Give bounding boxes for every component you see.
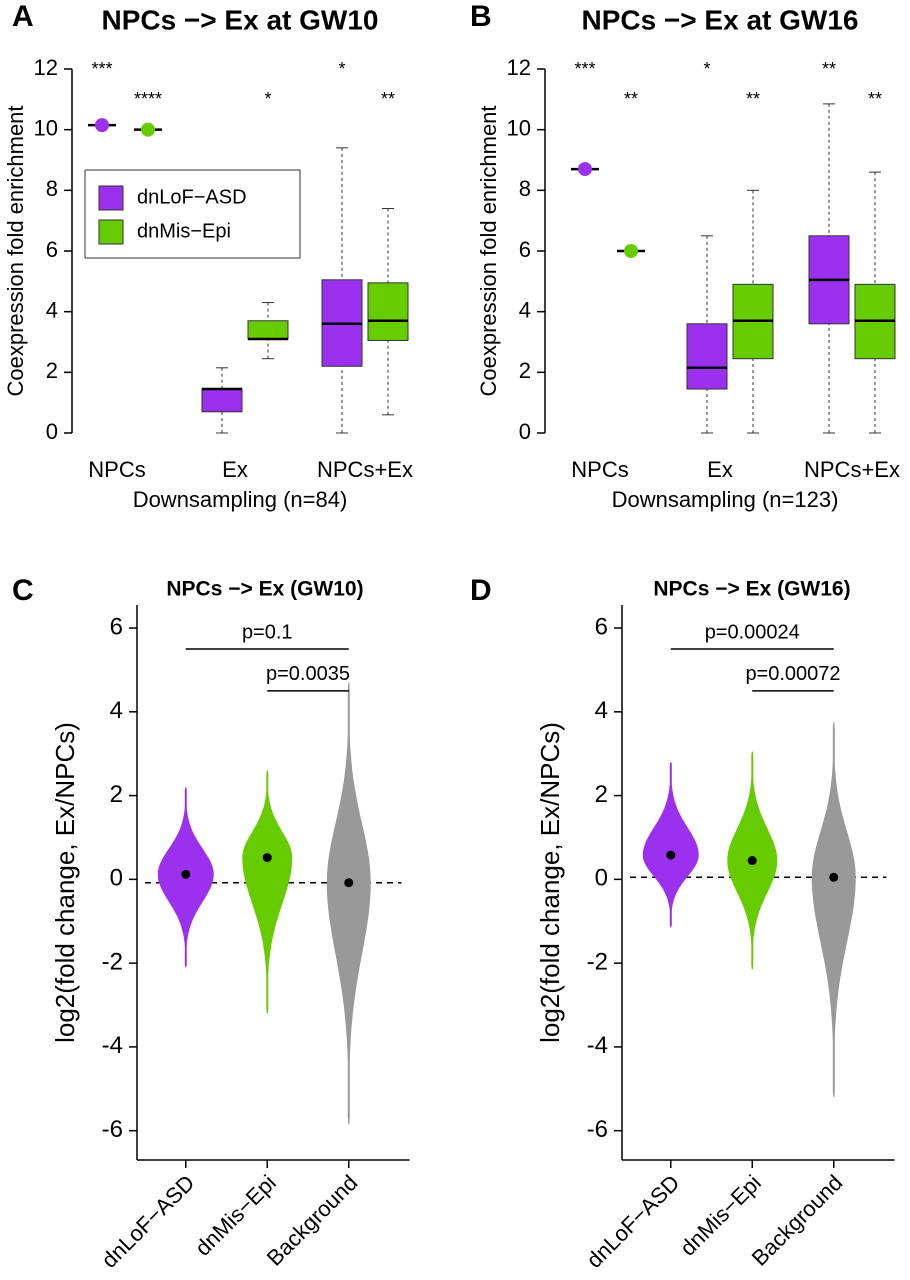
x-tick-label: Ex (222, 457, 248, 482)
y-tick-label: 6 (519, 237, 531, 262)
y-tick-label: 2 (46, 358, 58, 383)
y-tick-label: 4 (110, 697, 123, 724)
y-tick-label: 4 (595, 697, 608, 724)
p-value: p=0.00072 (745, 663, 840, 685)
panel-letter: D (470, 574, 492, 607)
chart-title: NPCs −> Ex at GW16 (581, 4, 858, 35)
panel-letter: A (12, 0, 34, 33)
y-tick-label: 4 (46, 297, 58, 322)
box (247, 320, 289, 340)
y-tick-label: 8 (519, 176, 531, 201)
box (201, 388, 243, 413)
y-tick-label: -2 (587, 948, 608, 975)
significance: *** (574, 59, 595, 79)
significance: * (703, 59, 710, 79)
mean-point (181, 869, 191, 879)
x-axis-label: Downsampling (n=123) (612, 487, 839, 512)
legend-swatch (98, 185, 124, 211)
mean-point (829, 872, 839, 882)
significance: **** (134, 89, 162, 109)
x-tick-label: NPCs+Ex (804, 457, 900, 482)
y-tick-label: 2 (519, 358, 531, 383)
panel-letter: C (12, 574, 34, 607)
mean-point (666, 850, 676, 860)
violin (642, 762, 699, 928)
chart-title: NPCs −> Ex (GW16) (653, 578, 850, 601)
y-tick-label: 12 (34, 55, 58, 80)
y-tick-label: 0 (46, 419, 58, 444)
y-axis-label: log2(fold change, Ex/NPCs) (535, 722, 565, 1043)
x-tick-label: NPCs (88, 457, 145, 482)
y-tick-label: -6 (102, 1116, 123, 1143)
significance: ** (868, 89, 882, 109)
y-tick-label: 12 (507, 55, 531, 80)
significance: ** (746, 89, 760, 109)
y-tick-label: -6 (587, 1116, 608, 1143)
mean-point (262, 853, 272, 863)
y-tick-label: 6 (595, 613, 608, 640)
x-tick-label: NPCs+Ex (317, 457, 413, 482)
y-tick-label: 0 (519, 419, 531, 444)
x-tick-label: Ex (707, 457, 733, 482)
x-tick-label: dnLoF−ASD (97, 1170, 200, 1273)
legend-label: dnLoF−ASD (137, 186, 247, 208)
y-tick-label: -2 (102, 948, 123, 975)
violin (811, 722, 856, 1098)
legend-label: dnMis−Epi (137, 220, 231, 242)
x-tick-label: NPCs (571, 457, 628, 482)
significance: * (264, 89, 271, 109)
significance: * (338, 59, 345, 79)
p-value: p=0.1 (242, 621, 293, 643)
mean-point (747, 856, 757, 866)
box (367, 282, 409, 341)
point (141, 122, 155, 137)
chart-title: NPCs −> Ex at GW10 (101, 4, 378, 35)
box (686, 323, 728, 390)
mean-point (344, 878, 354, 888)
y-tick-label: -4 (587, 1032, 608, 1059)
y-tick-label: 0 (595, 865, 608, 892)
violin (242, 770, 293, 1014)
y-tick-label: 6 (110, 613, 123, 640)
legend-swatch (98, 219, 124, 245)
y-tick-label: 4 (519, 297, 531, 322)
legend-box (84, 169, 301, 259)
y-tick-label: -4 (102, 1032, 123, 1059)
significance: ** (624, 89, 638, 109)
p-value: p=0.00024 (705, 621, 800, 643)
significance: ** (822, 59, 836, 79)
x-tick-label: dnLoF−ASD (582, 1170, 685, 1273)
point (578, 162, 592, 177)
y-tick-label: 6 (46, 237, 58, 262)
y-tick-label: 10 (34, 115, 58, 140)
y-tick-label: 8 (46, 176, 58, 201)
y-axis-label: Coexpression fold enrichment (3, 105, 28, 396)
chart-title: NPCs −> Ex (GW10) (166, 578, 363, 601)
x-axis-label: Downsampling (n=84) (133, 487, 348, 512)
p-value: p=0.0035 (266, 663, 350, 685)
panel-letter: B (470, 0, 492, 33)
point (624, 244, 638, 258)
significance: *** (91, 59, 112, 79)
point (95, 118, 109, 133)
violin (326, 682, 371, 1125)
significance: ** (381, 89, 395, 109)
y-tick-label: 2 (595, 781, 608, 808)
y-axis-label: log2(fold change, Ex/NPCs) (50, 722, 80, 1043)
y-tick-label: 0 (110, 865, 123, 892)
y-tick-label: 10 (507, 115, 531, 140)
y-tick-label: 2 (110, 781, 123, 808)
y-axis-label: Coexpression fold enrichment (476, 105, 501, 396)
